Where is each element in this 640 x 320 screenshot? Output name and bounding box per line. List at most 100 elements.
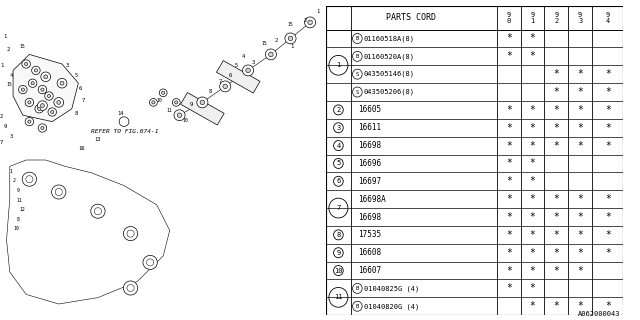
Text: *: * — [530, 123, 536, 133]
Text: *: * — [554, 194, 559, 204]
Circle shape — [127, 230, 134, 237]
Text: *: * — [554, 230, 559, 240]
Text: 11: 11 — [17, 197, 22, 203]
Text: *: * — [530, 248, 536, 258]
Circle shape — [305, 17, 316, 28]
Circle shape — [147, 259, 154, 266]
Text: 1: 1 — [3, 34, 6, 39]
Text: 11: 11 — [166, 108, 172, 113]
Text: 6: 6 — [228, 73, 232, 78]
Text: *: * — [605, 230, 611, 240]
Text: 1: 1 — [0, 63, 3, 68]
Text: 10: 10 — [157, 98, 163, 103]
Circle shape — [44, 75, 47, 79]
Text: *: * — [605, 87, 611, 97]
Text: *: * — [530, 51, 536, 61]
Text: S: S — [356, 72, 359, 77]
Text: 16698: 16698 — [358, 212, 381, 221]
Text: 2: 2 — [0, 114, 3, 119]
Text: 15: 15 — [20, 44, 26, 49]
Text: 15: 15 — [287, 21, 293, 27]
Text: 5: 5 — [235, 63, 238, 68]
Circle shape — [172, 99, 180, 106]
Circle shape — [223, 84, 227, 89]
Circle shape — [152, 101, 155, 104]
Text: *: * — [506, 230, 512, 240]
Text: 11: 11 — [334, 294, 342, 300]
Text: 8: 8 — [75, 111, 78, 116]
Circle shape — [38, 85, 47, 94]
Text: 10: 10 — [13, 227, 19, 231]
Text: 6: 6 — [336, 178, 340, 184]
Text: 3: 3 — [252, 60, 255, 65]
Text: *: * — [506, 266, 512, 276]
Text: A062000043: A062000043 — [579, 311, 621, 317]
Text: *: * — [577, 212, 583, 222]
Text: 9
0: 9 0 — [507, 12, 511, 24]
Circle shape — [200, 100, 205, 105]
Text: 2: 2 — [6, 47, 10, 52]
Text: 16608: 16608 — [358, 248, 381, 257]
Circle shape — [124, 227, 138, 241]
Text: *: * — [506, 158, 512, 168]
Text: *: * — [530, 284, 536, 293]
Text: *: * — [554, 69, 559, 79]
Text: 16605: 16605 — [358, 105, 381, 114]
Text: *: * — [554, 248, 559, 258]
Text: 10: 10 — [334, 268, 342, 274]
Text: PARTS CORD: PARTS CORD — [387, 13, 436, 22]
Text: *: * — [530, 212, 536, 222]
Circle shape — [41, 88, 44, 91]
Circle shape — [35, 69, 38, 72]
Text: 7: 7 — [0, 140, 3, 145]
Polygon shape — [216, 60, 260, 93]
Circle shape — [35, 105, 44, 113]
Circle shape — [48, 108, 56, 116]
Text: 8: 8 — [209, 89, 212, 94]
Text: 9
3: 9 3 — [578, 12, 582, 24]
Circle shape — [45, 92, 53, 100]
Text: *: * — [577, 194, 583, 204]
Text: *: * — [577, 69, 583, 79]
Text: 16697: 16697 — [358, 177, 381, 186]
Circle shape — [161, 91, 165, 94]
Text: *: * — [605, 123, 611, 133]
Circle shape — [177, 113, 182, 117]
Text: *: * — [605, 194, 611, 204]
Text: *: * — [530, 301, 536, 311]
Text: 4: 4 — [336, 143, 340, 148]
Circle shape — [41, 72, 51, 82]
Polygon shape — [13, 54, 78, 122]
Text: 4: 4 — [241, 53, 244, 59]
Circle shape — [19, 85, 27, 94]
Text: 15: 15 — [261, 41, 267, 46]
Circle shape — [31, 66, 40, 75]
Text: B: B — [356, 304, 359, 309]
Circle shape — [119, 117, 129, 126]
Text: *: * — [605, 301, 611, 311]
Circle shape — [51, 110, 54, 114]
Circle shape — [38, 124, 47, 132]
Text: 1: 1 — [317, 9, 320, 14]
Text: 9: 9 — [336, 250, 340, 256]
Polygon shape — [6, 160, 170, 304]
Circle shape — [266, 49, 276, 60]
Text: 9
2: 9 2 — [554, 12, 559, 24]
Circle shape — [288, 36, 292, 41]
Circle shape — [40, 104, 44, 108]
Text: 2: 2 — [336, 107, 340, 113]
Circle shape — [26, 176, 33, 183]
Text: *: * — [554, 266, 559, 276]
Text: 6: 6 — [78, 86, 81, 91]
Text: 17535: 17535 — [358, 230, 381, 239]
Text: *: * — [577, 123, 583, 133]
Text: B: B — [356, 36, 359, 41]
Text: 2: 2 — [303, 18, 307, 23]
Circle shape — [22, 60, 30, 68]
Text: *: * — [506, 123, 512, 133]
Text: *: * — [554, 123, 559, 133]
Circle shape — [143, 255, 157, 269]
Text: 16: 16 — [78, 146, 85, 151]
Circle shape — [124, 281, 138, 295]
Text: 16611: 16611 — [358, 123, 381, 132]
